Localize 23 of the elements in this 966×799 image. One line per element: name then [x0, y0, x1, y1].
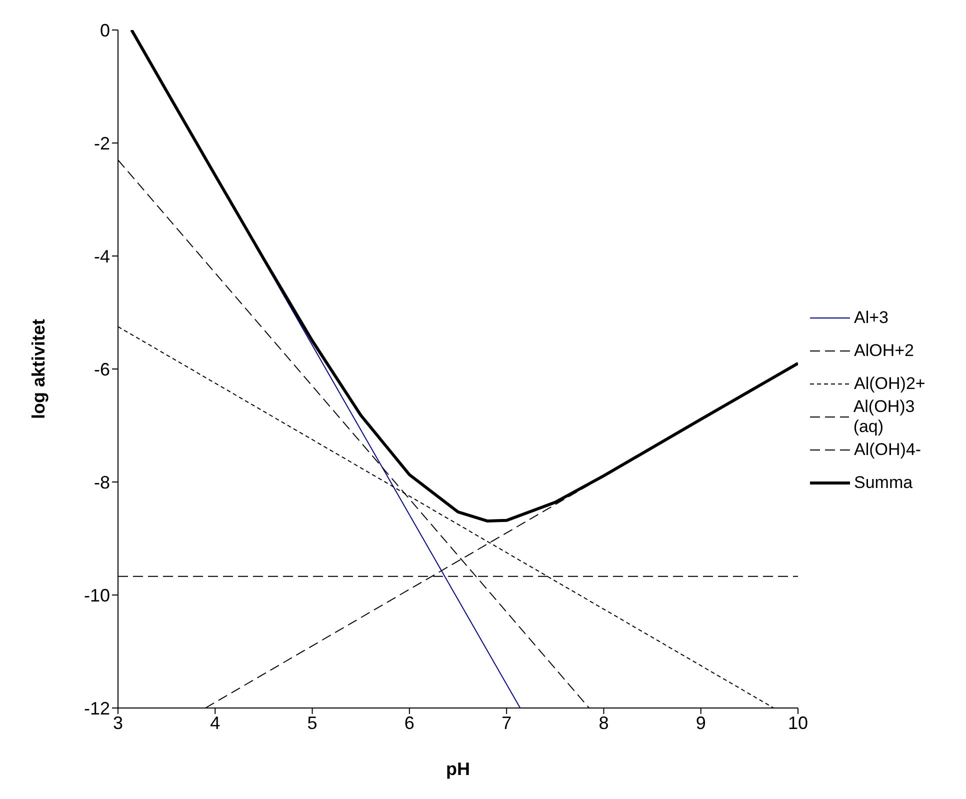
y-axis-title: log aktivitet — [28, 318, 48, 420]
y-tick-label: -8 — [94, 472, 110, 492]
x-tick-label: 6 — [404, 712, 414, 733]
legend-label: Al(OH)4- — [854, 440, 922, 460]
y-tick-label: 0 — [100, 20, 110, 40]
x-tick-label: 8 — [598, 712, 609, 733]
x-tick-label: 4 — [210, 712, 220, 733]
x-tick-label: 9 — [696, 712, 706, 733]
legend-label: Al(OH)2+ — [854, 374, 926, 394]
x-tick-label: 10 — [788, 712, 808, 733]
x-tick-label: 5 — [307, 712, 318, 733]
legend-label: Summa — [854, 473, 913, 493]
x-tick-label: 3 — [112, 712, 124, 733]
x-axis-title: pH — [446, 759, 470, 779]
legend-label: AlOH+2 — [854, 341, 914, 361]
y-tick-label: -4 — [94, 246, 110, 266]
legend-label: Al+3 — [854, 308, 888, 328]
y-tick-label: -10 — [84, 585, 110, 606]
legend-label: Al(OH)3 (aq) — [853, 397, 916, 437]
y-tick-label: -12 — [84, 698, 110, 718]
x-tick-label: 7 — [502, 712, 512, 733]
y-tick-label: -2 — [94, 133, 110, 154]
y-tick-label: -6 — [94, 359, 110, 380]
